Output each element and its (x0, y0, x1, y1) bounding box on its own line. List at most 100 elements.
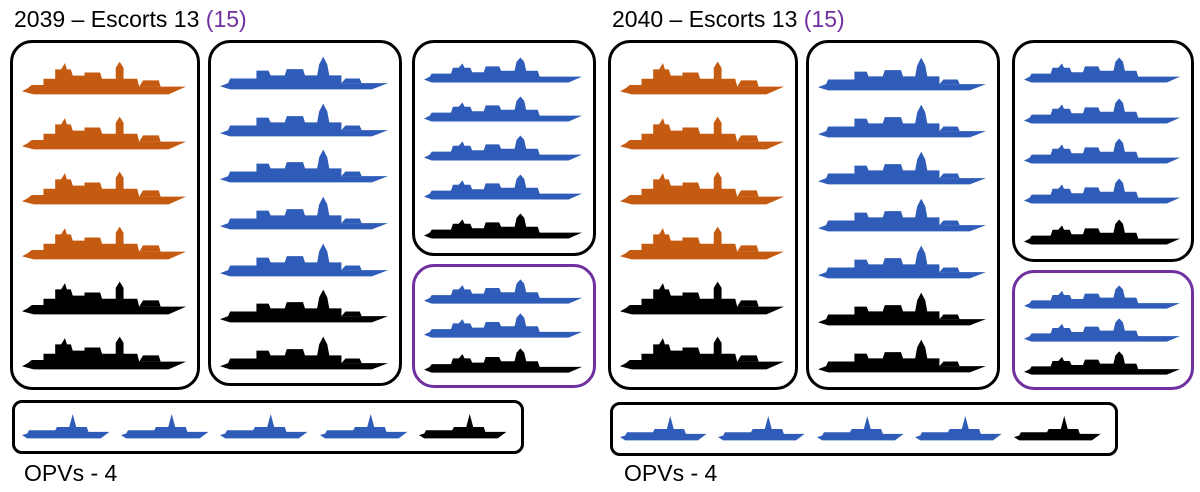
ship-light-frigate-icon (1024, 178, 1181, 204)
ship-light-frigate-icon (1024, 138, 1181, 164)
ship-opv-icon (220, 414, 308, 439)
ship-opv-icon (915, 416, 1002, 441)
ship-hull (620, 416, 707, 441)
ship-hull (818, 198, 986, 232)
ship-hull (1024, 351, 1181, 375)
ship-hull (818, 57, 986, 90)
ship-hull (737, 79, 759, 87)
title-extra: (15) (803, 6, 845, 32)
ship-hull (22, 61, 187, 94)
ship-hull (620, 61, 785, 94)
ship-destroyer-icon (620, 171, 785, 204)
ship-hull (620, 281, 785, 314)
ship-hull (220, 414, 308, 439)
ship-hull (220, 149, 388, 183)
ship-hull (1024, 98, 1181, 124)
ship-light-frigate-icon (1024, 98, 1181, 124)
ship-hull (424, 313, 583, 339)
ship-light-frigate-icon (424, 279, 583, 304)
ship-destroyer-icon (22, 171, 187, 204)
ship-hull (220, 243, 388, 276)
ship-frigate-icon (220, 243, 388, 276)
ship-hull (915, 416, 1002, 441)
ship-light-frigate-icon (1024, 318, 1181, 342)
ship-destroyer-icon (22, 226, 187, 259)
ship-light-frigate-icon (424, 96, 583, 122)
ship-hull (341, 125, 362, 131)
group-additional-frigates (412, 264, 596, 388)
ship-opv-icon (620, 416, 707, 441)
ship-hull (818, 245, 986, 279)
ship-hull (139, 299, 161, 307)
title-main: 2040 – Escorts 13 (612, 6, 798, 32)
ship-hull (620, 116, 785, 149)
ship-destroyer-icon (620, 336, 785, 369)
ship-destroyer-icon (22, 336, 187, 369)
ship-hull (818, 104, 986, 138)
ship-destroyer-icon (620, 61, 785, 94)
ship-light-frigate-icon (424, 313, 583, 339)
ship-hull (816, 416, 904, 441)
ship-hull (1024, 318, 1181, 342)
ship-hull (939, 267, 960, 273)
ship-hull (1024, 285, 1181, 309)
ship-hull (737, 299, 759, 307)
ship-destroyer-icon (22, 116, 187, 149)
ship-hull (939, 220, 960, 226)
ship-hull (418, 414, 507, 439)
group-additional-frigates (1012, 270, 1194, 390)
ship-light-frigate-icon (424, 348, 583, 373)
ship-hull (424, 57, 583, 83)
ship-hull (319, 414, 408, 439)
ship-frigate-icon (818, 339, 986, 373)
ship-destroyer-icon (22, 281, 187, 314)
title-main: 2039 – Escorts 13 (14, 6, 200, 32)
ship-hull (1013, 416, 1101, 441)
ship-hull (22, 414, 110, 439)
ship-frigate-icon (220, 289, 388, 323)
ship-hull (939, 79, 960, 84)
ship-hull (139, 134, 161, 142)
ship-hull (939, 173, 960, 179)
ship-hull (22, 336, 187, 369)
ship-hull (1024, 178, 1181, 204)
ship-hull (22, 171, 187, 204)
ship-hull (22, 116, 187, 149)
opv-label: OPVs - 4 (624, 460, 718, 486)
ship-hull (737, 244, 759, 252)
ship-hull (818, 151, 986, 185)
ship-hull (939, 361, 960, 367)
ship-frigate-icon (818, 57, 986, 90)
ship-hull (22, 226, 187, 259)
ship-opv-icon (1013, 416, 1101, 441)
ship-hull (1024, 219, 1181, 245)
ship-frigate-icon (818, 151, 986, 185)
ship-hull (341, 218, 362, 224)
opv-label: OPVs - 4 (24, 460, 118, 486)
panel-2039: 2039 – Escorts 13 (15) OPVs - 4 (10, 6, 596, 486)
ship-destroyer-icon (22, 61, 187, 94)
ship-light-frigate-icon (424, 213, 583, 239)
ship-hull (139, 354, 161, 362)
ship-hull (1024, 57, 1181, 83)
ship-hull (139, 189, 161, 197)
ship-hull (939, 314, 960, 320)
ship-destroyer-icon (620, 281, 785, 314)
ship-light-frigate-icon (1024, 57, 1181, 83)
ship-hull (220, 56, 388, 90)
ship-hull (718, 416, 806, 441)
ship-light-frigate-icon (424, 57, 583, 83)
group-frigates-small (1012, 40, 1194, 262)
ship-light-frigate-icon (424, 135, 583, 161)
ship-hull (220, 196, 388, 230)
ship-light-frigate-icon (1024, 351, 1181, 375)
group-opvs (12, 400, 524, 454)
ship-hull (22, 281, 187, 314)
ship-destroyer-icon (620, 226, 785, 259)
ship-hull (220, 336, 388, 370)
ship-destroyer-icon (620, 116, 785, 149)
ship-hull (620, 226, 785, 259)
ship-opv-icon (22, 414, 110, 439)
ship-hull (341, 78, 362, 84)
ship-hull (139, 244, 161, 252)
